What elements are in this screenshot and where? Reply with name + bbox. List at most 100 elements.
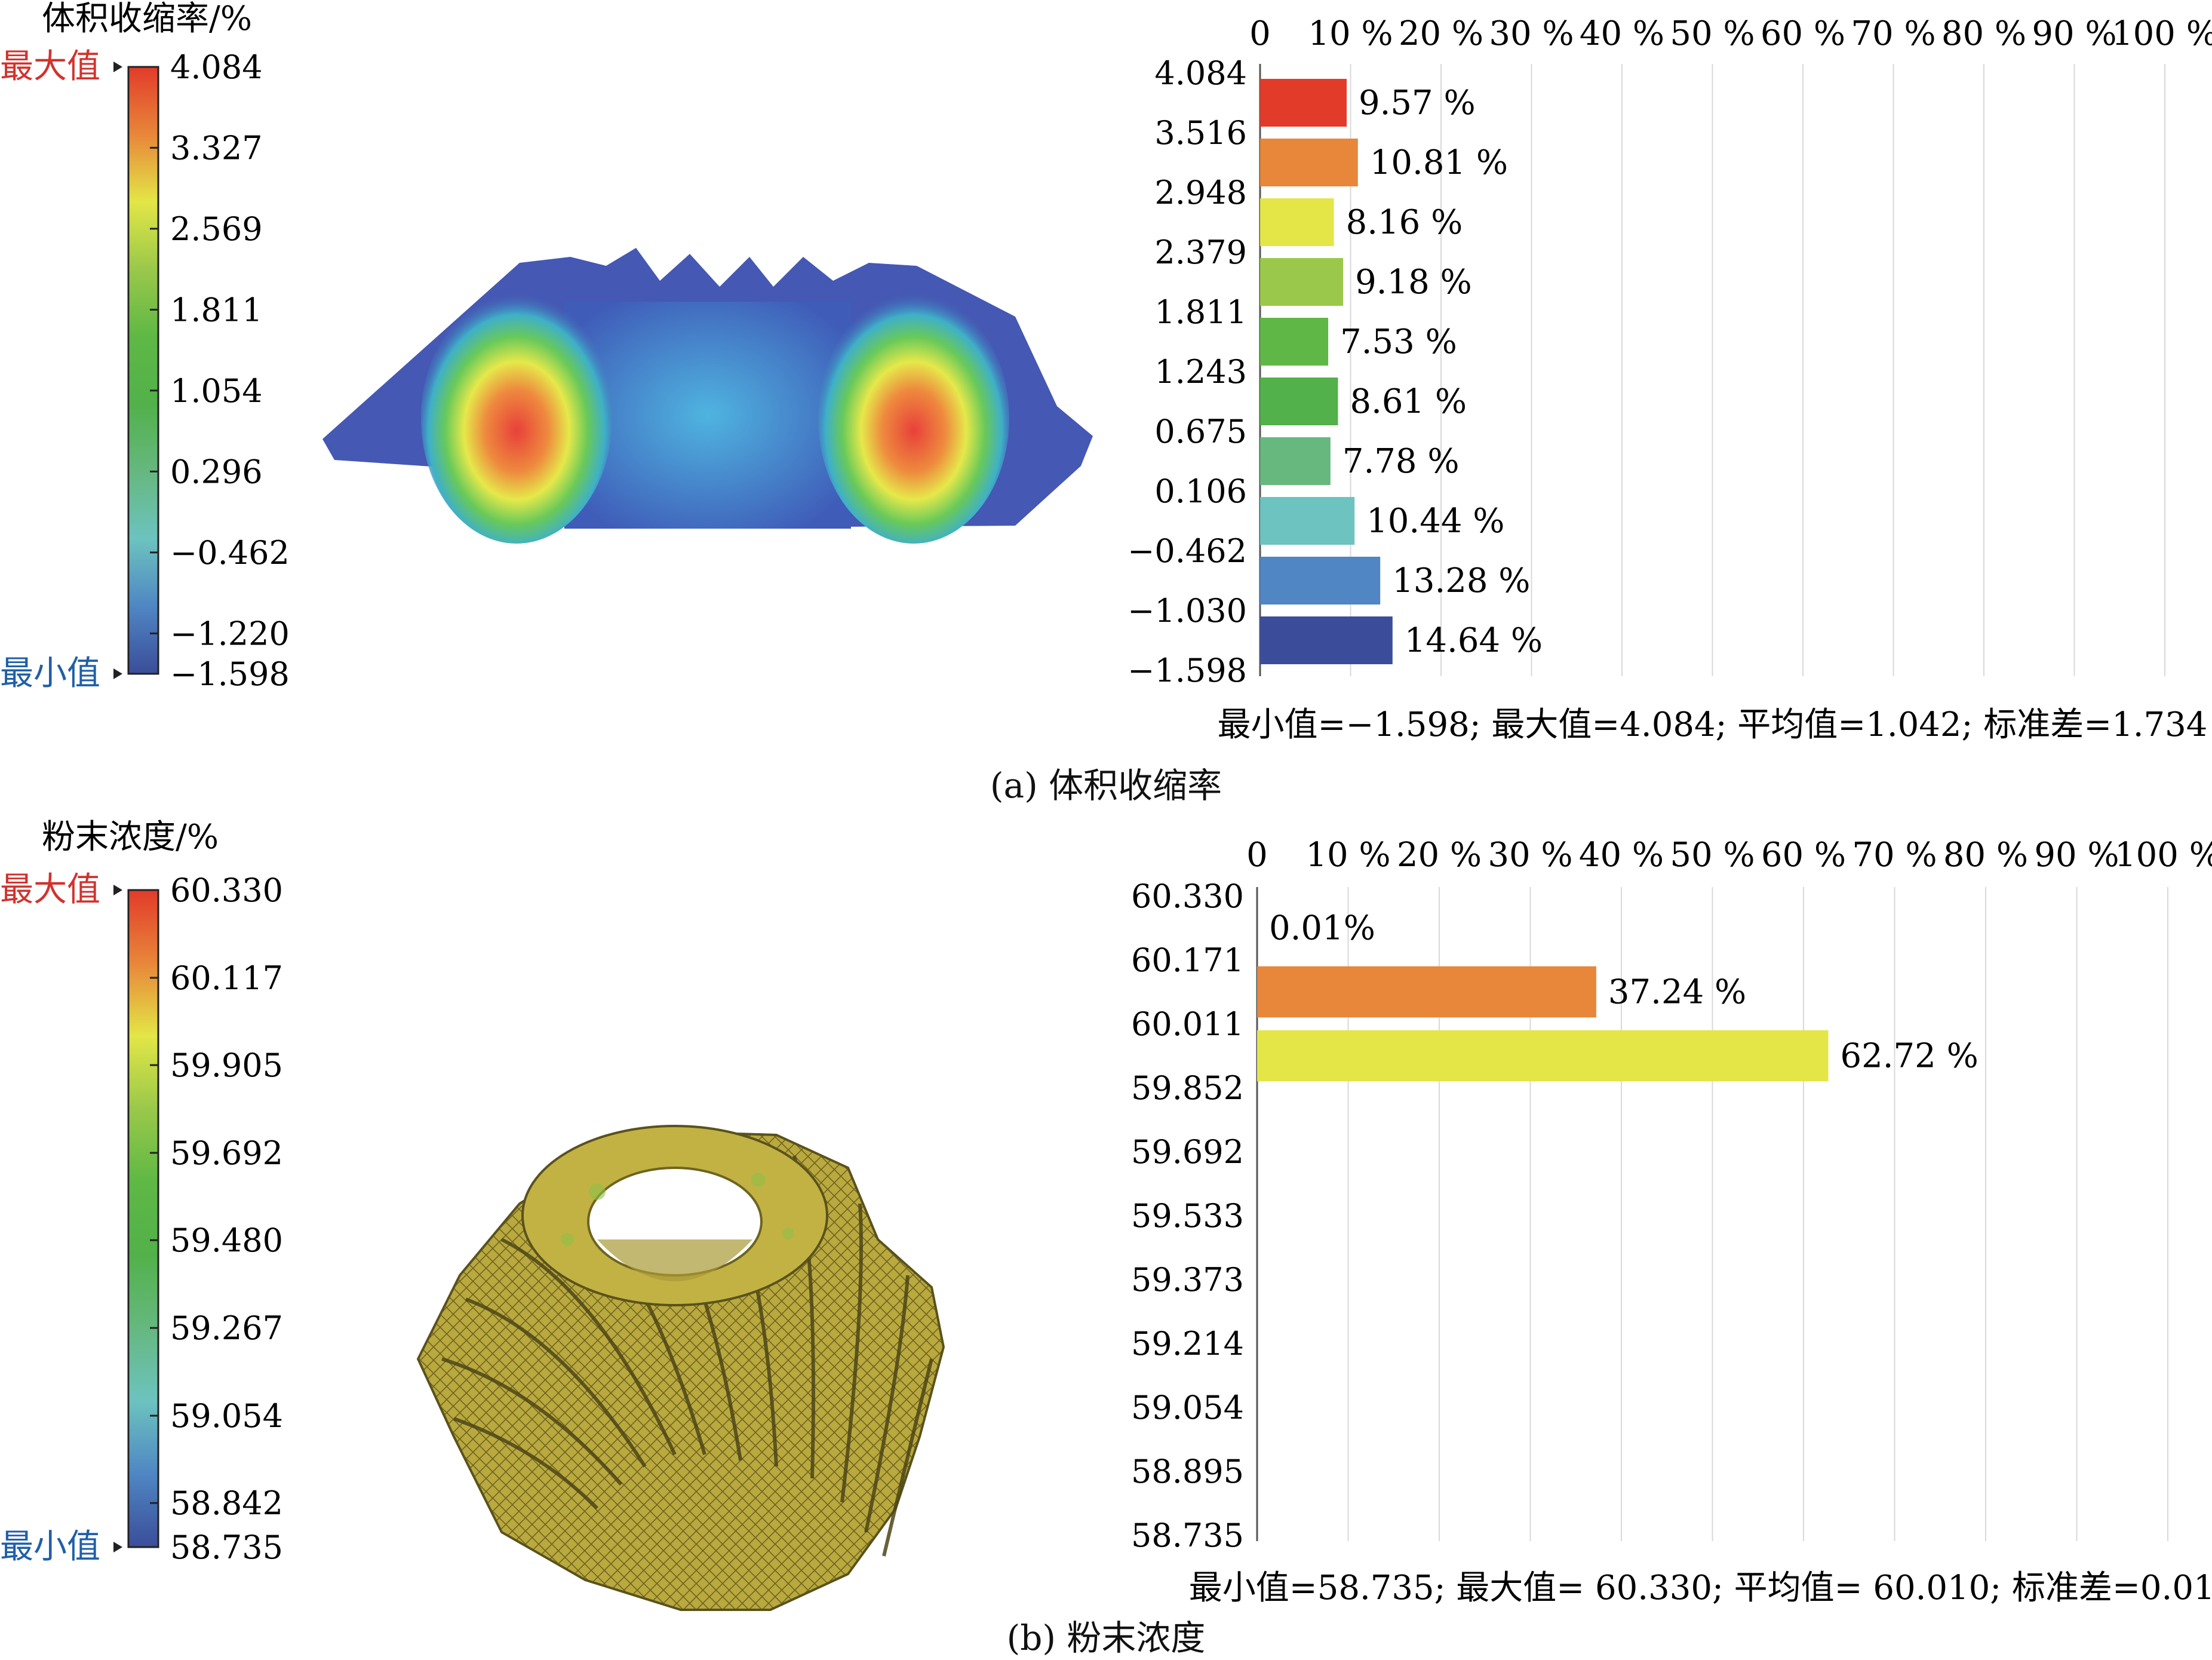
colorbar-min-label: 最小值	[0, 1527, 100, 1566]
colorbar-tick: 1.811	[170, 291, 263, 329]
bar-value-label: 10.44 %	[1366, 502, 1504, 541]
bar	[1260, 198, 1334, 246]
bar	[1260, 497, 1355, 545]
x-tick-label: 20 %	[1399, 14, 1483, 53]
bar-value-label: 62.72 %	[1840, 1037, 1978, 1076]
colorbar-tick: 59.480	[170, 1222, 283, 1259]
y-tick-label: −0.462	[1127, 532, 1247, 570]
x-tick-label: 80 %	[1941, 14, 2026, 53]
y-tick-label: 59.852	[1131, 1069, 1244, 1107]
bar-value-label: 8.61 %	[1350, 382, 1467, 421]
bar	[1260, 258, 1344, 306]
caption-a: (a) 体积收缩率	[990, 765, 1222, 806]
colorbar-max-label: 最大值	[0, 47, 100, 86]
x-tick-label: 20 %	[1397, 836, 1482, 875]
y-tick-label: 59.533	[1131, 1197, 1244, 1235]
x-tick-label: 40 %	[1580, 14, 1664, 53]
x-tick-label: 10 %	[1308, 14, 1393, 53]
y-tick-label: 59.692	[1131, 1133, 1244, 1171]
bar	[1260, 79, 1347, 127]
bar	[1260, 557, 1381, 605]
x-tick-label: 60 %	[1761, 836, 1846, 875]
panel-powder-concentration: 粉末浓度/% 最大值最小值 60.330 60.117 59.905 59.692 59.4…	[0, 818, 2212, 1658]
y-tick-label: 59.214	[1131, 1325, 1244, 1363]
colorbar-tick: 58.735	[170, 1529, 283, 1566]
bar-value-label: 7.78 %	[1342, 442, 1460, 481]
x-tick-label: 10 %	[1305, 836, 1390, 875]
colorbar-tick: 60.117	[170, 959, 283, 997]
x-tick-label: 30 %	[1488, 836, 1572, 875]
y-tick-label: 2.379	[1154, 234, 1247, 271]
colorbar-min-label: 最小值	[0, 654, 100, 693]
y-tick-label: −1.030	[1127, 592, 1247, 630]
y-tick-label: 0.106	[1154, 472, 1247, 510]
y-tick-label: 60.011	[1131, 1005, 1244, 1043]
y-tick-label: 60.330	[1131, 877, 1244, 915]
panel-volume-shrinkage: 体积收缩率/% 最大值 最小值 4.084 3.327 2.569 1.811 1.054 0.…	[0, 0, 2212, 812]
x-tick-label: 0	[1249, 14, 1271, 53]
colorbar-tick: −1.598	[170, 655, 290, 693]
colorbar-title: 粉末浓度/%	[42, 818, 219, 857]
shrinkage-part-render	[322, 248, 1093, 544]
bar-value-label: 7.53 %	[1340, 323, 1457, 361]
x-tick-label: 50 %	[1670, 836, 1755, 875]
y-tick-label: 4.084	[1154, 54, 1247, 92]
colorbar-tick: 3.327	[170, 129, 263, 167]
bar-value-label: 9.18 %	[1355, 263, 1472, 302]
stats-summary: 最小值=58.735; 最大值= 60.330; 平均值= 60.010; 标准…	[1189, 1569, 2212, 1607]
bar	[1257, 1030, 1829, 1082]
y-tick-label: 1.811	[1154, 293, 1247, 331]
y-tick-label: 3.516	[1154, 114, 1247, 152]
caption-b: (b) 粉末浓度	[1006, 1618, 1206, 1658]
colorbar	[127, 889, 159, 1548]
y-tick-label: −1.598	[1127, 652, 1247, 689]
bar-value-label: 14.64 %	[1405, 621, 1543, 660]
bar-value-label: 10.81 %	[1370, 143, 1508, 182]
colorbar-tick: −1.220	[170, 615, 290, 652]
colorbar-tick: 59.905	[170, 1047, 283, 1084]
colorbar-tick: 58.842	[170, 1484, 283, 1522]
y-tick-label: 59.054	[1131, 1389, 1244, 1426]
max-marker	[113, 62, 122, 72]
bar	[1260, 139, 1358, 186]
powder-gear-render	[416, 1125, 945, 1611]
max-marker	[113, 885, 122, 895]
x-tick-label: 70 %	[1852, 836, 1937, 875]
bar-value-label: 8.16 %	[1346, 203, 1463, 242]
bar-value-label: 9.57 %	[1359, 84, 1476, 122]
y-tick-label: 1.243	[1154, 353, 1247, 391]
colorbar-tick: 2.569	[170, 210, 263, 248]
x-tick-label: 90 %	[2034, 836, 2119, 875]
y-tick-label: 60.171	[1131, 941, 1244, 979]
x-tick-label: 0	[1246, 836, 1268, 875]
x-tick-label: 90 %	[2032, 14, 2116, 53]
min-marker	[113, 1542, 122, 1552]
colorbar-tick: −0.462	[170, 534, 290, 572]
colorbar-tick: 59.054	[170, 1397, 283, 1435]
bar-value-label: 13.28 %	[1392, 561, 1530, 600]
y-tick-label: 58.895	[1131, 1453, 1244, 1490]
colorbar-tick: 0.296	[170, 453, 263, 490]
colorbar-max-label: 最大值	[0, 870, 100, 909]
x-tick-label: 70 %	[1851, 14, 1936, 53]
y-tick-label: 0.675	[1154, 413, 1247, 450]
bar-value-label: 37.24 %	[1608, 973, 1746, 1012]
colorbar-tick: 59.267	[170, 1309, 283, 1347]
y-tick-label: 59.373	[1131, 1261, 1244, 1299]
x-tick-label: 100 %	[2115, 836, 2212, 875]
colorbar-tick: 4.084	[170, 48, 263, 86]
x-tick-label: 50 %	[1670, 14, 1755, 53]
colorbar-tick: 1.054	[170, 372, 263, 410]
y-tick-label: 2.948	[1154, 174, 1247, 211]
bar	[1260, 318, 1329, 366]
x-tick-label: 40 %	[1579, 836, 1664, 875]
bar-value-label: 0.01%	[1269, 909, 1375, 948]
y-tick-label: 58.735	[1131, 1517, 1244, 1554]
colorbar	[127, 66, 159, 675]
min-marker	[113, 668, 122, 679]
stats-summary: 最小值=−1.598; 最大值=4.084; 平均值=1.042; 标准差=1.…	[1218, 705, 2208, 744]
bar	[1260, 616, 1393, 664]
bar	[1260, 378, 1338, 425]
